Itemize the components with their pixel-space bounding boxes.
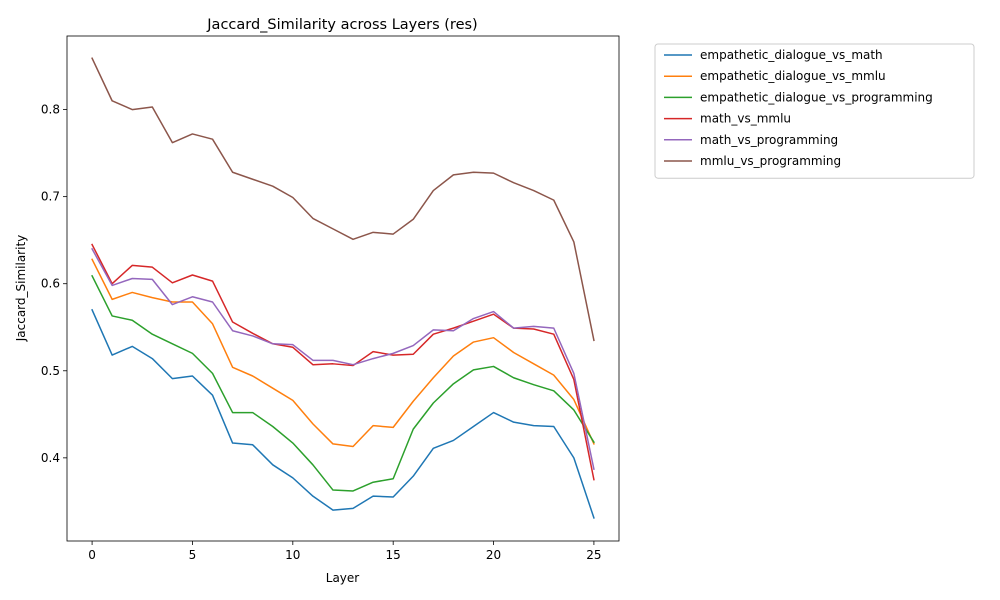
series-line-empathetic_dialogue_vs_mmlu	[91, 258, 595, 448]
axes-frame	[66, 35, 620, 542]
y-tick-label: 0.6	[41, 277, 60, 291]
x-tick-label: 25	[586, 548, 601, 562]
legend-label: mmlu_vs_programming	[700, 154, 841, 168]
y-axis: 0.4 0.5 0.6 0.7 0.8	[41, 103, 67, 465]
x-tick-label: 15	[386, 548, 401, 562]
legend-label: math_vs_programming	[700, 133, 838, 147]
series-line-empathetic_dialogue_vs_math	[91, 308, 595, 519]
y-tick-label: 0.7	[41, 190, 60, 204]
x-axis-title: Layer	[326, 571, 360, 585]
chart-title: Jaccard_Similarity across Layers (res)	[206, 17, 477, 33]
y-tick-label: 0.8	[41, 103, 60, 117]
series-line-math_vs_programming	[91, 247, 595, 471]
x-tick-label: 0	[88, 548, 96, 562]
x-axis: 0 5 10 15 20 25	[88, 541, 602, 562]
legend-label: empathetic_dialogue_vs_math	[700, 48, 883, 62]
x-tick-label: 10	[285, 548, 300, 562]
x-tick-label: 5	[189, 548, 197, 562]
plot-area	[66, 35, 620, 542]
legend-box	[654, 43, 975, 179]
legend-label: math_vs_mmlu	[700, 112, 791, 126]
y-axis-title: Jaccard_Similarity	[14, 235, 28, 343]
x-tick-label: 20	[486, 548, 501, 562]
series-line-mmlu_vs_programming	[91, 57, 595, 342]
y-tick-label: 0.4	[41, 451, 60, 465]
series-line-empathetic_dialogue_vs_programming	[91, 274, 595, 492]
y-tick-label: 0.5	[41, 364, 60, 378]
legend-label: empathetic_dialogue_vs_mmlu	[700, 69, 886, 83]
legend: empathetic_dialogue_vs_math empathetic_di…	[654, 43, 975, 179]
legend-label: empathetic_dialogue_vs_programming	[700, 90, 933, 104]
